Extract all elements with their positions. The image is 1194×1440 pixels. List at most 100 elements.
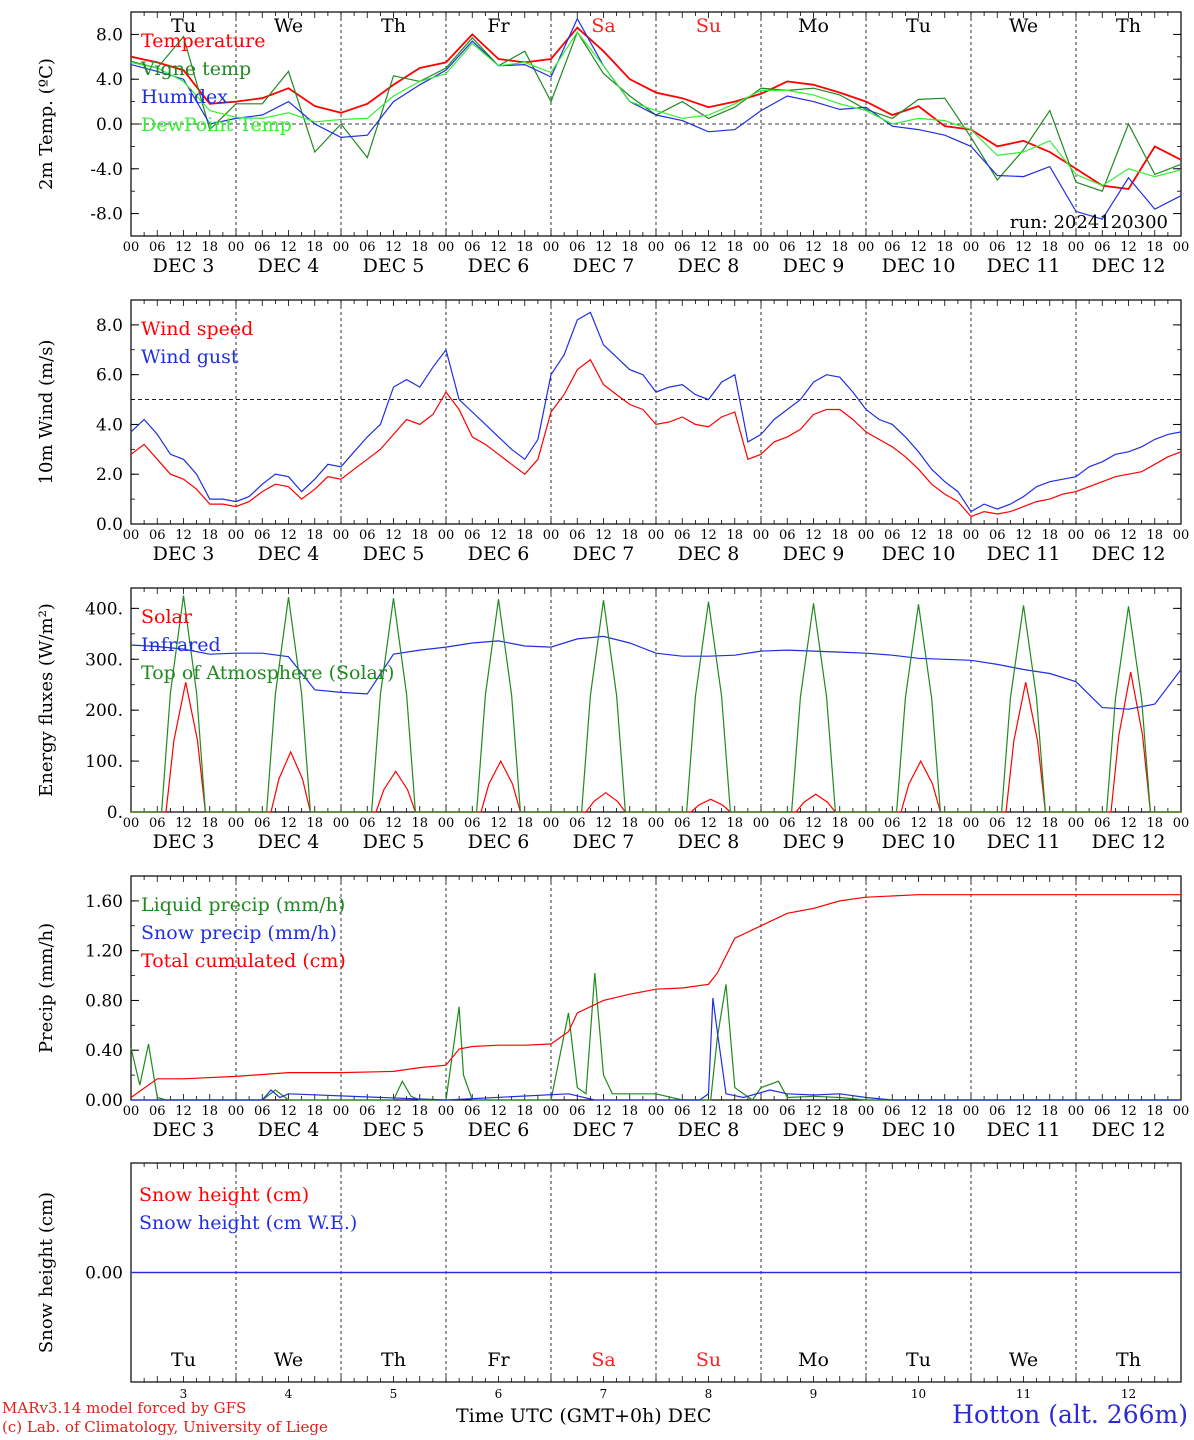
hour-tick-label: 12 <box>700 240 717 255</box>
credit-lab: (c) Lab. of Climatology, University of L… <box>2 1418 328 1436</box>
date-label: DEC 7 <box>573 1119 635 1141</box>
hour-tick-label: 18 <box>1041 1104 1058 1119</box>
legend-entry: Liquid precip (mm/h) <box>141 894 345 916</box>
series-wind-speed <box>130 358 1182 518</box>
day-number-label: 9 <box>810 1387 818 1401</box>
date-label: DEC 11 <box>987 543 1061 565</box>
series-snow-precip-mm-h <box>131 997 1181 1101</box>
hour-tick-label: 18 <box>306 816 323 831</box>
hour-tick-label: 12 <box>910 1104 927 1119</box>
hour-tick-label: 18 <box>831 240 848 255</box>
hour-tick-label: 00 <box>858 816 875 831</box>
hour-tick-label: 06 <box>779 240 796 255</box>
y-tick-label: 0.00 <box>85 1264 123 1284</box>
credits: MARv3.14 model forced by GFS (c) Lab. of… <box>2 1399 328 1437</box>
hour-tick-label: 06 <box>989 240 1006 255</box>
hour-tick-label: 06 <box>254 1104 271 1119</box>
hour-tick-label: 00 <box>858 1104 875 1119</box>
hour-tick-label: 18 <box>201 528 218 543</box>
date-label: DEC 10 <box>882 543 956 565</box>
weekday-label: Mo <box>798 1349 829 1371</box>
y-axis-label: Energy fluxes (W/m²) <box>36 603 57 797</box>
date-label: DEC 10 <box>882 1119 956 1141</box>
hour-tick-label: 12 <box>595 1104 612 1119</box>
hour-tick-label: 00 <box>333 528 350 543</box>
hour-tick-label: 06 <box>254 240 271 255</box>
date-label: DEC 12 <box>1092 1119 1166 1141</box>
hour-tick-label: 00 <box>1068 1104 1085 1119</box>
hour-tick-label: 18 <box>516 240 533 255</box>
hour-tick-label: 06 <box>149 1104 166 1119</box>
hour-tick-label: 00 <box>648 816 665 831</box>
hour-tick-label: 18 <box>516 528 533 543</box>
hour-tick-label: 12 <box>490 816 507 831</box>
hour-tick-label: 00 <box>858 528 875 543</box>
date-label: DEC 3 <box>153 831 215 853</box>
hour-tick-label: 12 <box>910 240 927 255</box>
hour-tick-label: 12 <box>280 240 297 255</box>
hour-tick-label: 06 <box>989 528 1006 543</box>
hour-tick-label: 18 <box>516 816 533 831</box>
date-label: DEC 7 <box>573 543 635 565</box>
hour-tick-label: 12 <box>700 816 717 831</box>
hour-tick-label: 12 <box>175 816 192 831</box>
hour-tick-label: 06 <box>674 528 691 543</box>
hour-tick-label: 06 <box>1094 816 1111 831</box>
weekday-label: Th <box>1116 1349 1141 1371</box>
hour-tick-label: 18 <box>1146 1104 1163 1119</box>
weekday-label: We <box>274 1349 303 1371</box>
hour-tick-label: 06 <box>1094 240 1111 255</box>
series-total-cumulated-cm <box>130 894 1181 1098</box>
hour-tick-label: 18 <box>306 1104 323 1119</box>
y-tick-label: 0.40 <box>85 1041 123 1061</box>
hour-tick-label: 12 <box>700 528 717 543</box>
date-label: DEC 4 <box>258 255 320 277</box>
weekday-label: Fr <box>487 1349 510 1371</box>
hour-tick-label: 00 <box>123 1104 140 1119</box>
date-label: DEC 9 <box>783 255 845 277</box>
hour-tick-label: 12 <box>1015 1104 1032 1119</box>
date-label: DEC 3 <box>153 1119 215 1141</box>
date-label: DEC 6 <box>468 1119 530 1141</box>
hour-tick-label: 00 <box>123 240 140 255</box>
weekday-label: Th <box>1116 15 1141 37</box>
hour-tick-label: 12 <box>910 528 927 543</box>
hour-tick-label: 18 <box>936 240 953 255</box>
hour-tick-label: 00 <box>648 240 665 255</box>
date-label: DEC 4 <box>258 831 320 853</box>
hour-tick-label: 00 <box>753 240 770 255</box>
legend-entry: Temperature <box>141 30 265 52</box>
date-label: DEC 11 <box>987 1119 1061 1141</box>
day-number-label: 5 <box>390 1387 398 1401</box>
hour-tick-label: 06 <box>779 816 796 831</box>
hour-tick-label: 12 <box>1015 528 1032 543</box>
hour-tick-label: 00 <box>438 528 455 543</box>
y-tick-label: 8.0 <box>96 316 123 336</box>
hour-tick-label: 06 <box>989 1104 1006 1119</box>
date-label: DEC 6 <box>468 831 530 853</box>
hour-tick-label: 06 <box>779 1104 796 1119</box>
hour-tick-label: 06 <box>464 816 481 831</box>
hour-tick-label: 06 <box>569 240 586 255</box>
hour-tick-label: 12 <box>175 528 192 543</box>
hour-tick-label: 00 <box>963 1104 980 1119</box>
hour-tick-label: 18 <box>726 1104 743 1119</box>
hour-tick-label: 12 <box>1120 816 1137 831</box>
y-tick-label: 2.0 <box>96 465 123 485</box>
panel-3: 400. 300. 200. 100. 0. Energy fluxes (W/m²) 00… <box>36 587 1189 853</box>
hour-tick-label: 12 <box>805 1104 822 1119</box>
hour-tick-label: 18 <box>936 1104 953 1119</box>
y-tick-label: 300. <box>85 650 123 670</box>
hour-tick-label: 12 <box>385 528 402 543</box>
hour-tick-label: 06 <box>674 240 691 255</box>
y-tick-label: -4.0 <box>90 160 123 180</box>
weekday-label: Tu <box>906 1349 931 1371</box>
hour-tick-label: 06 <box>359 1104 376 1119</box>
y-axis-label: Snow height (cm) <box>36 1192 57 1353</box>
day-number-label: 12 <box>1121 1387 1136 1401</box>
hour-tick-label: 12 <box>490 1104 507 1119</box>
hour-tick-label: 00 <box>543 816 560 831</box>
legend-entry: Solar <box>141 606 193 628</box>
legend-entry: Humidex <box>141 86 228 108</box>
hour-tick-label: 18 <box>831 816 848 831</box>
